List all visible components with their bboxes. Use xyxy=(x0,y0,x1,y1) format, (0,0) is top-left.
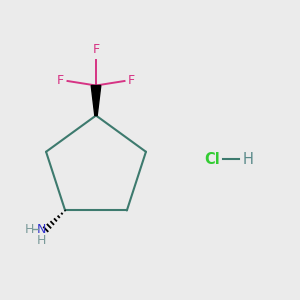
Text: H: H xyxy=(242,152,253,166)
Text: N: N xyxy=(37,223,46,236)
Text: H: H xyxy=(25,223,34,236)
Text: F: F xyxy=(57,74,64,88)
Polygon shape xyxy=(91,85,101,116)
Text: F: F xyxy=(92,44,100,56)
Text: F: F xyxy=(128,74,135,88)
Text: Cl: Cl xyxy=(204,152,220,166)
Text: H: H xyxy=(37,234,46,247)
